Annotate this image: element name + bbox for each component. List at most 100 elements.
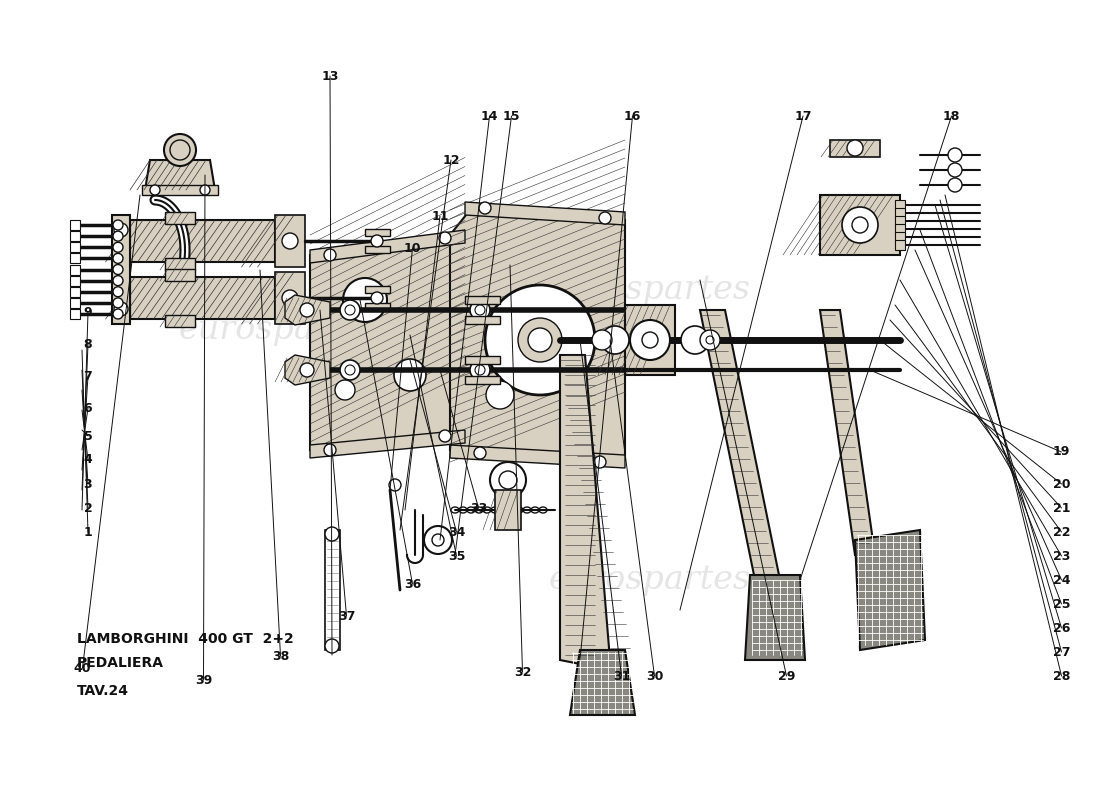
Text: 4: 4 xyxy=(84,454,92,466)
Text: 20: 20 xyxy=(1053,478,1070,490)
Circle shape xyxy=(371,235,383,247)
Circle shape xyxy=(113,276,123,286)
Circle shape xyxy=(113,220,123,230)
Text: TAV.24: TAV.24 xyxy=(77,684,129,698)
Polygon shape xyxy=(745,575,805,660)
Circle shape xyxy=(113,309,123,319)
Circle shape xyxy=(474,447,486,459)
Circle shape xyxy=(200,185,210,195)
Text: 29: 29 xyxy=(778,670,795,682)
Polygon shape xyxy=(310,235,465,450)
Text: 5: 5 xyxy=(84,430,92,442)
Polygon shape xyxy=(450,210,625,460)
Polygon shape xyxy=(895,208,905,218)
Polygon shape xyxy=(895,232,905,242)
Polygon shape xyxy=(465,202,625,225)
Circle shape xyxy=(847,140,864,156)
Circle shape xyxy=(282,233,298,249)
Polygon shape xyxy=(365,286,390,293)
Text: 27: 27 xyxy=(1053,646,1070,658)
Circle shape xyxy=(389,479,402,491)
Text: 3: 3 xyxy=(84,478,92,490)
Circle shape xyxy=(475,365,485,375)
Text: 11: 11 xyxy=(431,210,449,222)
Text: 17: 17 xyxy=(794,110,812,122)
Text: 30: 30 xyxy=(646,670,663,682)
Circle shape xyxy=(324,249,336,261)
Circle shape xyxy=(345,365,355,375)
Text: 35: 35 xyxy=(448,550,465,562)
Circle shape xyxy=(340,360,360,380)
Circle shape xyxy=(324,527,339,541)
Text: PEDALIERA: PEDALIERA xyxy=(77,656,164,670)
Circle shape xyxy=(113,286,123,297)
Polygon shape xyxy=(310,230,465,263)
Text: 33: 33 xyxy=(470,502,487,514)
Polygon shape xyxy=(365,246,390,253)
Polygon shape xyxy=(165,258,195,270)
Polygon shape xyxy=(465,376,501,384)
Circle shape xyxy=(345,305,355,315)
Text: 12: 12 xyxy=(442,154,460,166)
Text: 2: 2 xyxy=(84,502,92,514)
Polygon shape xyxy=(324,530,340,650)
Circle shape xyxy=(113,265,123,274)
Polygon shape xyxy=(830,140,880,157)
Polygon shape xyxy=(70,298,80,308)
Polygon shape xyxy=(895,224,905,234)
Circle shape xyxy=(300,303,313,317)
Polygon shape xyxy=(820,310,874,555)
Polygon shape xyxy=(145,160,214,190)
Text: 1: 1 xyxy=(84,526,92,538)
Circle shape xyxy=(706,336,714,344)
Circle shape xyxy=(282,290,298,306)
Polygon shape xyxy=(570,650,635,715)
Text: 39: 39 xyxy=(195,674,212,686)
Circle shape xyxy=(592,330,612,350)
Circle shape xyxy=(170,140,190,160)
Polygon shape xyxy=(855,530,925,650)
Polygon shape xyxy=(700,310,780,580)
Text: 32: 32 xyxy=(514,666,531,678)
Polygon shape xyxy=(275,272,305,324)
Circle shape xyxy=(340,300,360,320)
Text: 16: 16 xyxy=(624,110,641,122)
Circle shape xyxy=(424,526,452,554)
Text: 19: 19 xyxy=(1053,446,1070,458)
Polygon shape xyxy=(365,229,390,236)
Text: 9: 9 xyxy=(84,306,92,318)
Text: 34: 34 xyxy=(448,526,465,538)
Circle shape xyxy=(336,380,355,400)
Circle shape xyxy=(164,134,196,166)
Circle shape xyxy=(324,444,336,456)
Circle shape xyxy=(842,207,878,243)
Polygon shape xyxy=(70,286,80,297)
Text: 36: 36 xyxy=(404,578,421,590)
Polygon shape xyxy=(165,212,195,224)
Text: 31: 31 xyxy=(613,670,630,682)
Polygon shape xyxy=(820,195,900,255)
Circle shape xyxy=(439,232,451,244)
Text: 37: 37 xyxy=(338,610,355,622)
Circle shape xyxy=(948,163,962,177)
Circle shape xyxy=(700,330,720,350)
Circle shape xyxy=(486,381,514,409)
Polygon shape xyxy=(495,490,521,530)
Polygon shape xyxy=(130,277,275,319)
Circle shape xyxy=(642,332,658,348)
Polygon shape xyxy=(465,316,501,324)
Text: 26: 26 xyxy=(1053,622,1070,634)
Text: 10: 10 xyxy=(404,242,421,254)
Text: 22: 22 xyxy=(1053,526,1070,538)
Polygon shape xyxy=(465,296,501,304)
Circle shape xyxy=(300,363,313,377)
Circle shape xyxy=(113,231,123,241)
Circle shape xyxy=(113,242,123,252)
Circle shape xyxy=(432,534,444,546)
Circle shape xyxy=(630,320,670,360)
Circle shape xyxy=(594,456,606,468)
Polygon shape xyxy=(310,430,465,458)
Text: 24: 24 xyxy=(1053,574,1070,586)
Text: 6: 6 xyxy=(84,402,92,414)
Circle shape xyxy=(490,462,526,498)
